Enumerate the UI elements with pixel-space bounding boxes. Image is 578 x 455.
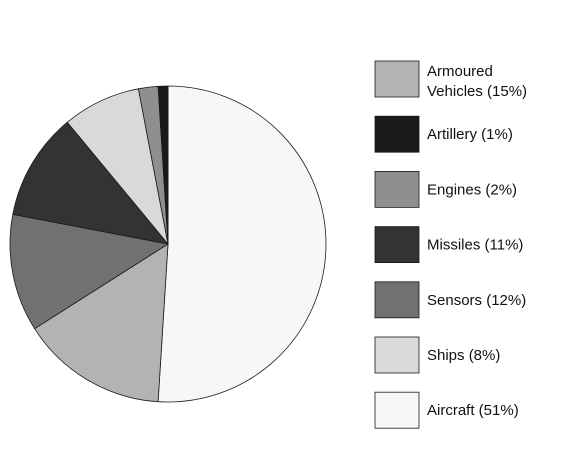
legend-label-artillery: Artillery (1%) bbox=[427, 126, 513, 143]
legend-swatch-missiles bbox=[374, 226, 420, 264]
pie-slice-artillery bbox=[157, 85, 169, 245]
legend-label-missiles: Missiles (11%) bbox=[427, 237, 523, 254]
legend-label-armoured-vehicles: Armoured Vehicles (15%) bbox=[427, 63, 527, 100]
legend-swatch-armoured-vehicles bbox=[374, 60, 420, 98]
legend-label-ships: Ships (8%) bbox=[427, 347, 500, 364]
legend-item-aircraft: Aircraft (51%) bbox=[374, 391, 519, 429]
legend-item-artillery: Artillery (1%) bbox=[374, 115, 513, 153]
legend: Armoured Vehicles (15%) Artillery (1%) Engi… bbox=[374, 60, 527, 429]
legend-item-armoured-vehicles: Armoured Vehicles (15%) bbox=[374, 60, 527, 100]
legend-swatch-sensors bbox=[374, 281, 420, 319]
pie-slice-armoured-vehicles bbox=[34, 243, 169, 403]
legend-swatch-engines bbox=[374, 170, 420, 208]
pie-slices bbox=[9, 85, 327, 403]
legend-item-engines: Engines (2%) bbox=[374, 170, 517, 208]
pie-slice-missiles bbox=[12, 121, 169, 245]
legend-item-ships: Ships (8%) bbox=[374, 336, 500, 374]
legend-label-engines: Engines (2%) bbox=[427, 181, 517, 198]
legend-label-aircraft: Aircraft (51%) bbox=[427, 402, 519, 419]
legend-label-sensors: Sensors (12%) bbox=[427, 292, 526, 309]
pie-slice-aircraft bbox=[157, 85, 327, 403]
legend-swatch-aircraft bbox=[374, 391, 420, 429]
pie-slice-sensors bbox=[9, 213, 169, 330]
legend-swatch-artillery bbox=[374, 115, 420, 153]
legend-swatch-ships bbox=[374, 336, 420, 374]
legend-item-missiles: Missiles (11%) bbox=[374, 226, 523, 264]
legend-item-sensors: Sensors (12%) bbox=[374, 281, 526, 319]
